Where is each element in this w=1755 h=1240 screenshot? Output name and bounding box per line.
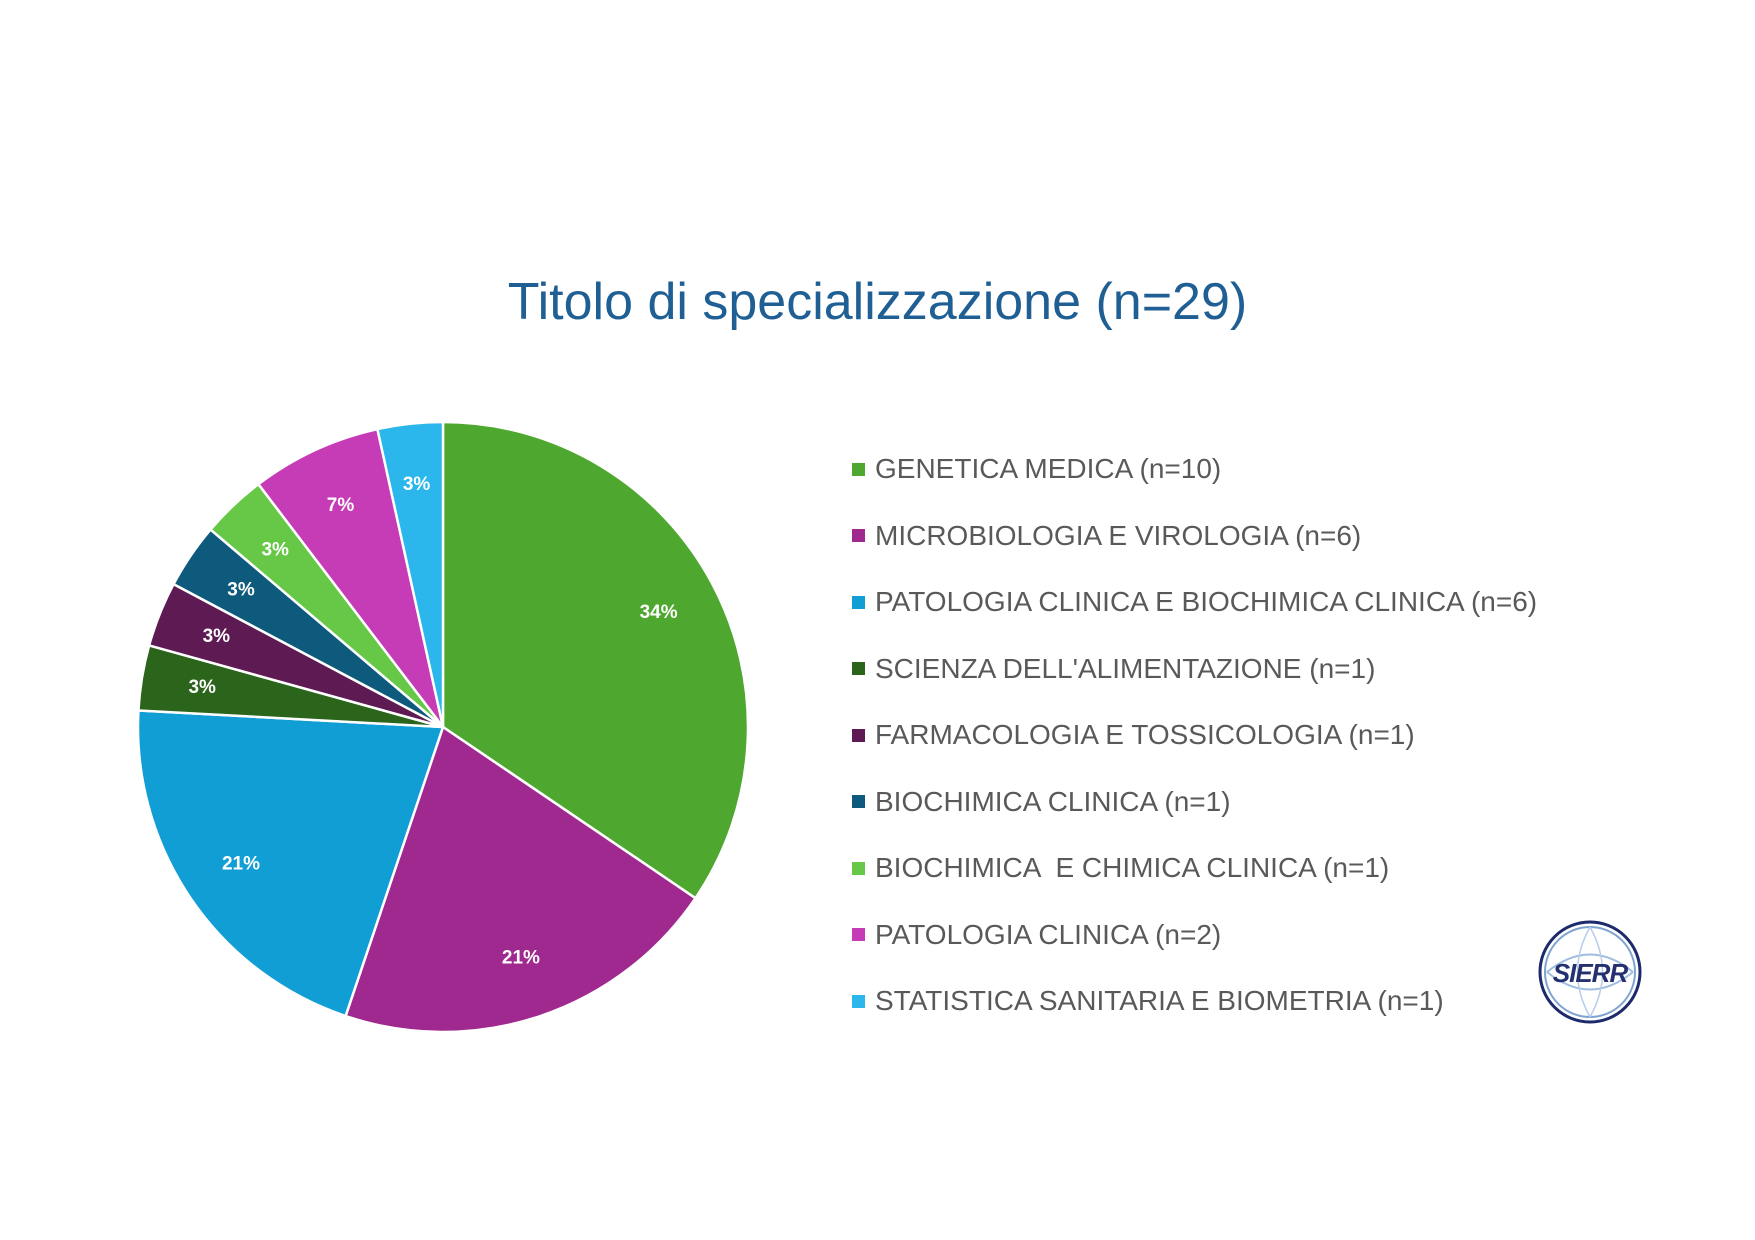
pie-slice-8	[375, 420, 445, 728]
legend-label: SCIENZA DELL'ALIMENTAZIONE (n=1)	[875, 652, 1376, 684]
slice-percent-label: 7%	[327, 495, 355, 516]
legend-label: PATOLOGIA CLINICA (n=2)	[875, 918, 1222, 950]
legend-item: PATOLOGIA CLINICA (n=2)	[852, 902, 1537, 969]
slice-percent-label: 3%	[261, 539, 289, 560]
legend-item: FARMACOLOGIA E TOSSICOLOGIA (n=1)	[852, 702, 1537, 769]
legend-label: FARMACOLOGIA E TOSSICOLOGIA (n=1)	[875, 719, 1415, 751]
legend-item: BIOCHIMICA CLINICA (n=1)	[852, 769, 1537, 836]
legend-swatch	[852, 595, 865, 609]
legend-swatch	[852, 728, 865, 742]
slice-percent-label: 3%	[203, 626, 231, 647]
legend-swatch	[852, 529, 865, 543]
slice-percent-label: 34%	[640, 602, 678, 623]
legend-swatch	[852, 662, 865, 676]
legend-swatch	[852, 462, 865, 476]
legend-swatch	[852, 994, 865, 1008]
slice-percent-label: 21%	[222, 853, 260, 874]
legend-label: MICROBIOLOGIA E VIROLOGIA (n=6)	[875, 519, 1362, 551]
legend-label: GENETICA MEDICA (n=10)	[875, 453, 1222, 485]
legend-swatch	[852, 928, 865, 942]
legend-item: PATOLOGIA CLINICA E BIOCHIMICA CLINICA (…	[852, 569, 1537, 636]
pie-slices	[136, 420, 750, 1034]
slice-percent-label: 3%	[188, 677, 216, 698]
pie-slice-7	[256, 427, 445, 728]
legend-item: BIOCHIMICA E CHIMICA CLINICA (n=1)	[852, 835, 1537, 902]
slice-percent-label: 21%	[502, 948, 540, 969]
legend: GENETICA MEDICA (n=10) MICROBIOLOGIA E VI…	[852, 436, 1537, 1035]
sierr-logo: SIERR	[1538, 920, 1642, 1024]
pie-slice-1	[344, 725, 698, 1034]
slice-percent-label: 3%	[403, 474, 431, 495]
legend-swatch	[852, 795, 865, 809]
logo-text: SIERR	[1553, 958, 1629, 988]
legend-item: GENETICA MEDICA (n=10)	[852, 436, 1537, 503]
pie-slice-0	[441, 420, 750, 900]
pie-slice-2	[136, 709, 445, 1018]
legend-label: STATISTICA SANITARIA E BIOMETRIA (n=1)	[875, 985, 1444, 1017]
slice-percent-label: 3%	[227, 580, 255, 601]
legend-item: MICROBIOLOGIA E VIROLOGIA (n=6)	[852, 503, 1537, 570]
legend-label: PATOLOGIA CLINICA E BIOCHIMICA CLINICA (…	[875, 586, 1538, 618]
legend-item: SCIENZA DELL'ALIMENTAZIONE (n=1)	[852, 636, 1537, 703]
legend-item: STATISTICA SANITARIA E BIOMETRIA (n=1)	[852, 968, 1537, 1035]
legend-label: BIOCHIMICA CLINICA (n=1)	[875, 785, 1231, 817]
legend-label: BIOCHIMICA E CHIMICA CLINICA (n=1)	[875, 852, 1390, 884]
legend-swatch	[852, 861, 865, 875]
pie-labels: 34% 21% 21% 3% 3% 3% 3% 7% 3%	[188, 474, 677, 969]
chart-title: Titolo di specializzazione (n=29)	[507, 273, 1248, 331]
